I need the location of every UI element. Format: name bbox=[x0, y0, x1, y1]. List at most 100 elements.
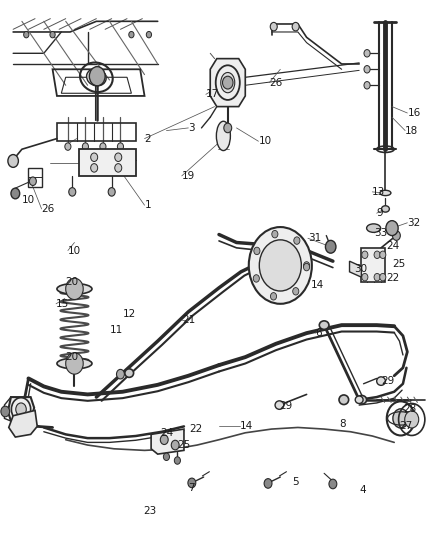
Circle shape bbox=[115, 164, 122, 172]
Circle shape bbox=[174, 457, 180, 464]
Circle shape bbox=[374, 251, 380, 259]
Text: 1: 1 bbox=[145, 200, 151, 210]
Polygon shape bbox=[8, 397, 34, 421]
Text: 26: 26 bbox=[42, 204, 55, 214]
Text: 7: 7 bbox=[188, 483, 195, 492]
Text: 22: 22 bbox=[386, 273, 399, 283]
Circle shape bbox=[249, 227, 312, 304]
Text: 10: 10 bbox=[258, 136, 272, 146]
Circle shape bbox=[325, 240, 336, 253]
Circle shape bbox=[89, 67, 105, 86]
Ellipse shape bbox=[57, 284, 92, 294]
Circle shape bbox=[392, 231, 400, 240]
Circle shape bbox=[69, 188, 76, 196]
Text: 13: 13 bbox=[372, 187, 385, 197]
Ellipse shape bbox=[125, 369, 134, 377]
Text: 24: 24 bbox=[160, 428, 173, 438]
Circle shape bbox=[66, 278, 83, 300]
Ellipse shape bbox=[275, 401, 284, 409]
Ellipse shape bbox=[355, 396, 363, 403]
Circle shape bbox=[380, 273, 386, 281]
Circle shape bbox=[380, 251, 386, 259]
Text: 15: 15 bbox=[56, 299, 69, 309]
Circle shape bbox=[188, 478, 196, 488]
Circle shape bbox=[364, 82, 370, 89]
Text: 27: 27 bbox=[399, 422, 413, 431]
Text: 10: 10 bbox=[68, 246, 81, 255]
Circle shape bbox=[362, 251, 368, 259]
Circle shape bbox=[8, 155, 18, 167]
Text: 17: 17 bbox=[206, 90, 219, 99]
Ellipse shape bbox=[87, 69, 106, 86]
Polygon shape bbox=[350, 261, 361, 277]
Circle shape bbox=[108, 188, 115, 196]
Text: 16: 16 bbox=[407, 108, 420, 118]
Circle shape bbox=[270, 22, 277, 31]
Circle shape bbox=[270, 293, 276, 300]
Text: 10: 10 bbox=[22, 195, 35, 205]
Text: 30: 30 bbox=[354, 264, 367, 274]
Text: 12: 12 bbox=[123, 310, 136, 319]
Circle shape bbox=[253, 274, 259, 282]
Ellipse shape bbox=[367, 224, 381, 232]
Circle shape bbox=[364, 50, 370, 57]
Text: 19: 19 bbox=[182, 171, 195, 181]
Text: 28: 28 bbox=[403, 404, 416, 414]
Polygon shape bbox=[9, 410, 37, 437]
Text: 4: 4 bbox=[359, 486, 366, 495]
Circle shape bbox=[293, 288, 299, 295]
Ellipse shape bbox=[339, 395, 349, 405]
Ellipse shape bbox=[380, 190, 391, 196]
Circle shape bbox=[115, 153, 122, 161]
Text: 33: 33 bbox=[374, 228, 388, 238]
Ellipse shape bbox=[377, 377, 385, 385]
Circle shape bbox=[304, 263, 310, 271]
Circle shape bbox=[292, 22, 299, 31]
Circle shape bbox=[24, 31, 29, 38]
Text: 18: 18 bbox=[405, 126, 418, 135]
Circle shape bbox=[1, 406, 10, 417]
Text: 5: 5 bbox=[293, 478, 299, 487]
Text: 11: 11 bbox=[110, 326, 123, 335]
Circle shape bbox=[405, 411, 419, 428]
Circle shape bbox=[272, 230, 278, 238]
Circle shape bbox=[171, 440, 179, 450]
Circle shape bbox=[91, 153, 98, 161]
Text: 29: 29 bbox=[381, 376, 394, 386]
Circle shape bbox=[50, 31, 55, 38]
Circle shape bbox=[259, 240, 301, 291]
Circle shape bbox=[146, 31, 152, 38]
Text: 23: 23 bbox=[144, 506, 157, 515]
Circle shape bbox=[82, 143, 88, 150]
Text: 2: 2 bbox=[145, 134, 151, 143]
Text: 6: 6 bbox=[315, 328, 322, 338]
Circle shape bbox=[160, 435, 168, 445]
Circle shape bbox=[294, 237, 300, 244]
Text: 31: 31 bbox=[308, 233, 321, 243]
Circle shape bbox=[374, 273, 380, 281]
Circle shape bbox=[386, 221, 398, 236]
Text: 3: 3 bbox=[188, 123, 195, 133]
Text: 32: 32 bbox=[407, 218, 420, 228]
Polygon shape bbox=[151, 429, 184, 454]
Circle shape bbox=[117, 143, 124, 150]
Circle shape bbox=[362, 273, 368, 281]
Text: 14: 14 bbox=[311, 280, 324, 290]
Text: 24: 24 bbox=[386, 241, 399, 251]
Circle shape bbox=[329, 479, 337, 489]
Ellipse shape bbox=[381, 206, 389, 212]
Circle shape bbox=[65, 143, 71, 150]
Circle shape bbox=[304, 262, 310, 269]
Text: 25: 25 bbox=[392, 259, 405, 269]
Ellipse shape bbox=[216, 122, 230, 151]
Text: 21: 21 bbox=[182, 315, 195, 325]
Polygon shape bbox=[79, 149, 136, 176]
Text: 20: 20 bbox=[65, 278, 78, 287]
Circle shape bbox=[11, 188, 20, 199]
Circle shape bbox=[91, 164, 98, 172]
Text: 20: 20 bbox=[65, 352, 78, 362]
Circle shape bbox=[16, 403, 26, 416]
Ellipse shape bbox=[357, 395, 367, 404]
Polygon shape bbox=[210, 59, 245, 107]
Circle shape bbox=[163, 453, 170, 461]
